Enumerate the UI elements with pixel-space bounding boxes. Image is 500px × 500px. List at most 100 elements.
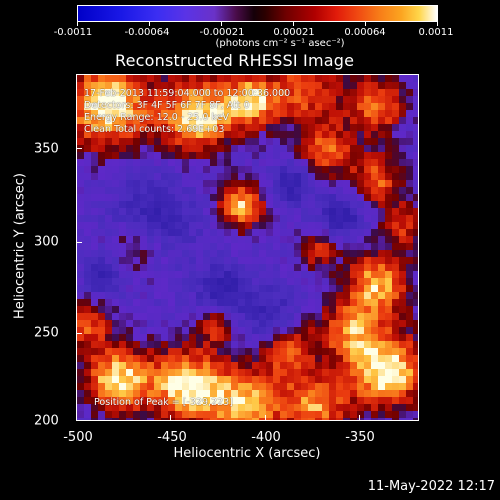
heatmap-pixel xyxy=(175,250,182,257)
heatmap-pixel xyxy=(273,320,280,327)
heatmap-pixel xyxy=(84,390,91,397)
heatmap-pixel xyxy=(266,320,273,327)
heatmap-pixel xyxy=(343,208,350,215)
heatmap-pixel xyxy=(287,320,294,327)
heatmap-pixel xyxy=(147,250,154,257)
heatmap-pixel xyxy=(196,208,203,215)
heatmap-pixel xyxy=(287,145,294,152)
heatmap-pixel xyxy=(252,159,259,166)
heatmap-pixel xyxy=(231,229,238,236)
heatmap-pixel xyxy=(210,320,217,327)
heatmap-pixel xyxy=(350,369,357,376)
heatmap-pixel xyxy=(91,82,98,89)
heatmap-pixel xyxy=(364,278,371,285)
heatmap-pixel xyxy=(189,257,196,264)
heatmap-pixel xyxy=(252,117,259,124)
heatmap-pixel xyxy=(231,376,238,383)
heatmap-pixel xyxy=(294,397,301,404)
heatmap-pixel xyxy=(154,376,161,383)
heatmap-pixel xyxy=(112,222,119,229)
heatmap-pixel xyxy=(315,117,322,124)
heatmap-pixel xyxy=(357,89,364,96)
heatmap-pixel xyxy=(238,313,245,320)
heatmap-pixel xyxy=(112,89,119,96)
heatmap-pixel xyxy=(294,348,301,355)
heatmap-pixel xyxy=(308,208,315,215)
heatmap-pixel xyxy=(378,124,385,131)
heatmap-pixel xyxy=(301,341,308,348)
heatmap-pixel xyxy=(224,236,231,243)
heatmap-pixel xyxy=(322,236,329,243)
heatmap-pixel xyxy=(364,264,371,271)
heatmap-pixel xyxy=(217,313,224,320)
heatmap-pixel xyxy=(140,376,147,383)
heatmap-pixel xyxy=(133,397,140,404)
heatmap-pixel xyxy=(210,411,217,418)
heatmap-pixel xyxy=(329,292,336,299)
heatmap-pixel xyxy=(175,264,182,271)
heatmap-pixel xyxy=(399,411,406,418)
colorbar-tick-label: -0.0011 xyxy=(53,27,93,38)
heatmap-pixel xyxy=(231,292,238,299)
heatmap-pixel xyxy=(105,299,112,306)
heatmap-pixel xyxy=(98,243,105,250)
heatmap-pixel xyxy=(280,243,287,250)
heatmap-pixel xyxy=(161,327,168,334)
heatmap-pixel xyxy=(350,299,357,306)
heatmap-pixel xyxy=(175,222,182,229)
heatmap-pixel xyxy=(133,306,140,313)
heatmap-pixel xyxy=(77,194,84,201)
heatmap-pixel xyxy=(378,194,385,201)
heatmap-pixel xyxy=(259,89,266,96)
heatmap-pixel xyxy=(329,145,336,152)
heatmap-pixel xyxy=(77,103,84,110)
heatmap-pixel xyxy=(266,313,273,320)
heatmap-pixel xyxy=(322,131,329,138)
heatmap-pixel xyxy=(385,159,392,166)
heatmap-pixel xyxy=(294,292,301,299)
heatmap-pixel xyxy=(231,411,238,418)
heatmap-pixel xyxy=(385,285,392,292)
heatmap-pixel xyxy=(364,243,371,250)
heatmap-pixel xyxy=(91,257,98,264)
y-axis-tick xyxy=(76,420,82,421)
heatmap-pixel xyxy=(399,194,406,201)
heatmap-pixel xyxy=(112,313,119,320)
heatmap-pixel xyxy=(119,362,126,369)
heatmap-pixel xyxy=(273,404,280,411)
heatmap-pixel xyxy=(147,264,154,271)
heatmap-pixel xyxy=(98,334,105,341)
heatmap-pixel xyxy=(294,180,301,187)
heatmap-pixel xyxy=(91,208,98,215)
heatmap-pixel xyxy=(91,264,98,271)
heatmap-pixel xyxy=(385,215,392,222)
heatmap-pixel xyxy=(399,187,406,194)
heatmap-pixel xyxy=(210,243,217,250)
heatmap-pixel xyxy=(392,306,399,313)
heatmap-pixel xyxy=(252,82,259,89)
heatmap-pixel xyxy=(84,341,91,348)
heatmap-pixel xyxy=(140,271,147,278)
heatmap-pixel xyxy=(126,383,133,390)
heatmap-pixel xyxy=(336,369,343,376)
heatmap-pixel xyxy=(371,327,378,334)
heatmap-pixel xyxy=(84,222,91,229)
heatmap-pixel xyxy=(280,194,287,201)
heatmap-pixel xyxy=(385,131,392,138)
heatmap-pixel xyxy=(252,376,259,383)
heatmap-pixel xyxy=(112,397,119,404)
heatmap-pixel xyxy=(210,166,217,173)
heatmap-pixel xyxy=(252,110,259,117)
heatmap-pixel xyxy=(224,173,231,180)
heatmap-pixel xyxy=(147,376,154,383)
heatmap-pixel xyxy=(259,397,266,404)
heatmap-pixel xyxy=(175,362,182,369)
heatmap-pixel xyxy=(301,334,308,341)
heatmap-pixel xyxy=(385,103,392,110)
heatmap-pixel xyxy=(196,306,203,313)
heatmap-pixel xyxy=(182,180,189,187)
heatmap-pixel xyxy=(364,229,371,236)
heatmap-pixel xyxy=(217,96,224,103)
heatmap-pixel xyxy=(315,369,322,376)
heatmap-pixel xyxy=(196,82,203,89)
